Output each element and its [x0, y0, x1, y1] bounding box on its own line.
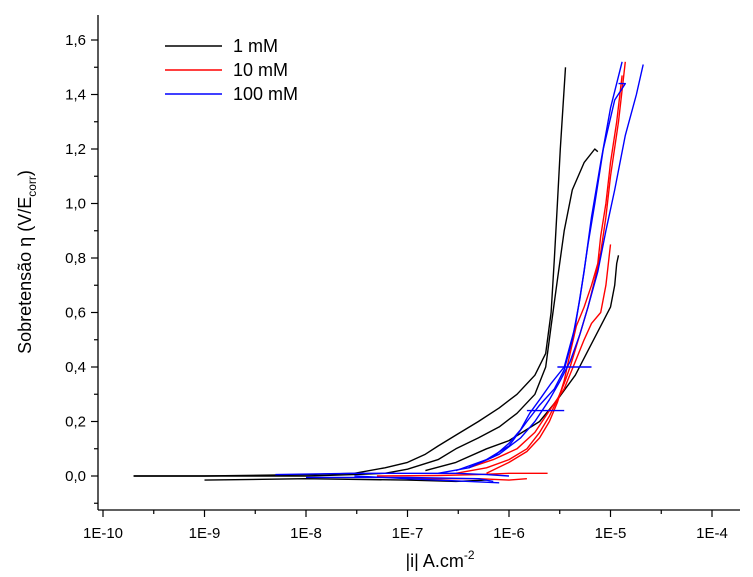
series-100-mm-curve [354, 475, 500, 484]
y-tick-label: 0,0 [65, 468, 86, 485]
y-tick-label: 0,6 [65, 305, 86, 322]
y-tick-label: 1,2 [65, 141, 86, 158]
series-1-mm-curve [425, 255, 620, 472]
x-tick-label: 1E-7 [392, 525, 424, 542]
x-tick-label: 1E-5 [595, 525, 627, 542]
legend-label-1-mm: 1 mM [233, 36, 278, 56]
series-1-mm-curve [133, 148, 599, 477]
x-axis-title-sup: -2 [464, 548, 475, 562]
legend: 1 mM 10 mM 100 mM [165, 36, 298, 104]
axes-layer [97, 15, 740, 511]
x-axis-title-main: |i| A.cm [405, 551, 463, 571]
y-axis-title-sub: corr [25, 176, 39, 197]
x-tick-label: 1E-8 [290, 525, 322, 542]
series-1-mm-curve [133, 67, 567, 477]
series-100-mm-curve [455, 82, 626, 472]
series-10-mm-curve [455, 61, 626, 474]
x-tick-label: 1E-4 [696, 525, 728, 542]
y-tick-label: 0,8 [65, 250, 86, 267]
y-tick-label: 1,6 [65, 32, 86, 49]
series-100-mm-curve [468, 64, 644, 469]
legend-label-100-mm: 100 mM [233, 84, 298, 104]
y-axis-title: Sobretensão η (V/Ecorr) [15, 170, 39, 354]
y-tick-label: 0,4 [65, 359, 86, 376]
series-10-mm-curve [486, 75, 623, 474]
curves-layer [133, 61, 644, 484]
series-10-mm-curve [468, 244, 612, 469]
x-tick-label: 1E-10 [83, 525, 123, 542]
series-100-mm-curve [306, 476, 494, 483]
y-tick-label: 0,2 [65, 414, 86, 431]
x-axis-title: |i| A.cm-2 [405, 548, 474, 571]
x-tick-label: 1E-6 [493, 525, 525, 542]
y-tick-label: 1,4 [65, 87, 86, 104]
y-tick-label: 1,0 [65, 196, 86, 213]
ticks-layer: 1E-10 1E-9 1E-8 1E-7 1E-6 1E-5 1E-4 0,0 0,2 0,4 0,… [65, 32, 728, 542]
x-tick-label: 1E-9 [189, 525, 221, 542]
y-axis-title-main: Sobretensão η (V/E [15, 197, 35, 354]
series-100-mm-curve [437, 61, 623, 474]
legend-label-10-mm: 10 mM [233, 60, 288, 80]
y-axis-title-close: ) [15, 170, 35, 176]
series-100-mm-curve [275, 472, 510, 477]
